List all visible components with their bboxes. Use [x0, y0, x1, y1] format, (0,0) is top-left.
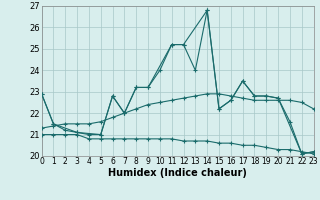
X-axis label: Humidex (Indice chaleur): Humidex (Indice chaleur)	[108, 168, 247, 178]
